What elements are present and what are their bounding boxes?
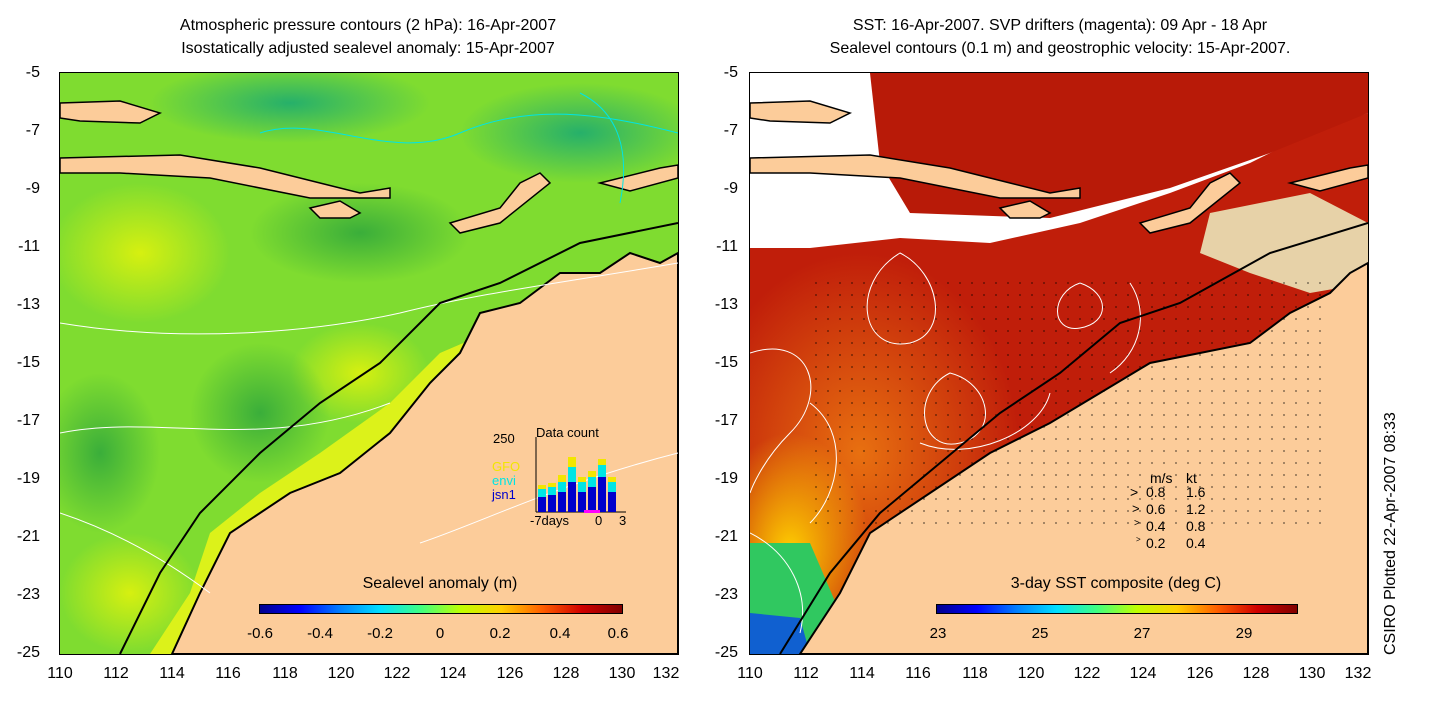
left-map-sla: Data count 250 GFO envi jsn1 -7days 0 3 …	[60, 73, 678, 654]
left-cbar-tick: 0.6	[607, 625, 629, 642]
left-xtick: 130	[608, 665, 636, 682]
vel-legend-kt: 1.6	[1186, 484, 1206, 500]
left-ytick: -11	[18, 238, 40, 255]
inset-title: Data count	[536, 425, 599, 440]
left-cbar-tick: 0.4	[549, 625, 571, 642]
left-xtick: 122	[383, 665, 411, 682]
right-ytick: -25	[714, 644, 738, 661]
right-colorbar	[936, 604, 1298, 614]
right-xtick: 130	[1298, 665, 1326, 682]
left-ytick: -19	[16, 470, 40, 487]
vel-legend-arrow: >	[1132, 501, 1140, 516]
right-ytick: -17	[714, 412, 738, 429]
right-xtick: 124	[1129, 665, 1157, 682]
right-xtick: 112	[793, 665, 819, 682]
left-cbar-tick: -0.4	[307, 625, 333, 642]
inset-xlabel-end: 3	[619, 513, 627, 528]
right-xtick: 126	[1186, 665, 1214, 682]
right-ytick: -5	[723, 64, 738, 81]
left-xtick: 116	[215, 665, 241, 682]
inset-xlabel-zero: 0	[595, 513, 603, 528]
right-xtick: 118	[962, 665, 988, 682]
left-map-frame	[59, 72, 679, 655]
vel-legend-kt-header: kt	[1186, 470, 1197, 486]
right-title-line1: SST: 16-Apr-2007. SVP drifters (magenta)…	[852, 17, 1268, 34]
vel-legend-ms: 0.4	[1146, 518, 1166, 534]
vel-legend-arrow: >	[1136, 535, 1141, 544]
right-cbar-tick: 27	[1133, 625, 1151, 642]
left-xtick: 126	[496, 665, 524, 682]
vel-legend-kt: 0.8	[1186, 518, 1206, 534]
left-ytick: -15	[16, 354, 40, 371]
left-ytick: -13	[16, 296, 40, 313]
left-ytick: -23	[16, 586, 40, 603]
data-count-inset: Data count 250 GFO envi jsn1 -7days 0 3	[490, 423, 678, 533]
left-colorbar-label: Sealevel anomaly (m)	[362, 575, 518, 592]
left-colorbar	[259, 604, 623, 614]
vel-legend-ms-header: m/s	[1150, 470, 1173, 486]
left-ytick: -17	[16, 412, 40, 429]
left-xtick: 114	[159, 665, 185, 682]
left-cbar-tick: 0.2	[489, 625, 511, 642]
inset-xlabel-start: -7days	[530, 513, 570, 528]
right-xtick: 110	[737, 665, 763, 682]
vel-legend-arrow: >	[1130, 484, 1139, 500]
right-xtick: 128	[1242, 665, 1270, 682]
left-cbar-tick: 0	[435, 625, 445, 642]
histogram-bars	[535, 437, 626, 513]
left-xtick: 132	[652, 665, 680, 682]
left-xtick: 110	[47, 665, 73, 682]
right-xtick: 120	[1017, 665, 1045, 682]
left-xtick: 128	[552, 665, 580, 682]
left-ytick: -21	[16, 528, 40, 545]
right-title-line2: Sealevel contours (0.1 m) and geostrophi…	[829, 40, 1291, 57]
left-xtick: 120	[327, 665, 355, 682]
left-cbar-tick: -0.6	[247, 625, 273, 642]
credit-text: CSIRO Plotted 22-Apr-2007 08:33	[1382, 412, 1399, 655]
left-xtick: 112	[103, 665, 129, 682]
legend-gfo: GFO	[492, 459, 521, 474]
vel-legend-ms: 0.2	[1146, 535, 1166, 551]
right-cbar-tick: 23	[929, 625, 947, 642]
right-ytick: -19	[714, 470, 738, 487]
right-ytick: -21	[714, 528, 738, 545]
vel-legend-arrow: >	[1134, 518, 1140, 529]
left-ytick: -25	[16, 644, 40, 661]
right-xtick: 122	[1073, 665, 1101, 682]
left-title-line2: Isostatically adjusted sealevel anomaly:…	[181, 40, 555, 57]
vel-legend-kt: 0.4	[1186, 535, 1206, 551]
vel-legend-kt: 1.2	[1186, 501, 1206, 517]
right-xtick: 114	[849, 665, 875, 682]
left-xtick: 118	[272, 665, 298, 682]
left-ytick: -5	[25, 64, 40, 81]
left-title-line1: Atmospheric pressure contours (2 hPa): 1…	[179, 17, 557, 34]
left-xtick: 124	[439, 665, 467, 682]
right-ytick: -13	[714, 296, 738, 313]
right-ytick: -15	[714, 354, 738, 371]
legend-envi: envi	[492, 473, 516, 488]
right-cbar-tick: 29	[1235, 625, 1253, 642]
vel-legend-ms: 0.6	[1146, 501, 1166, 517]
right-map-frame	[749, 72, 1369, 655]
left-cbar-tick: -0.2	[367, 625, 393, 642]
right-colorbar-label: 3-day SST composite (deg C)	[1010, 575, 1222, 592]
right-xtick: 132	[1344, 665, 1372, 682]
right-map-sst: m/s kt > 0.8 1.6 > 0.6 1.2 > 0.4 0.8 > 0…	[750, 73, 1368, 654]
right-xtick: 116	[905, 665, 931, 682]
right-cbar-tick: 25	[1031, 625, 1049, 642]
right-ytick: -11	[716, 238, 738, 255]
left-ytick: -7	[25, 122, 40, 139]
inset-ymax: 250	[493, 431, 515, 446]
left-ytick: -9	[25, 180, 40, 197]
right-ytick: -23	[714, 586, 738, 603]
legend-jsn1: jsn1	[492, 487, 516, 502]
vel-legend-ms: 0.8	[1146, 484, 1166, 500]
right-ytick: -9	[723, 180, 738, 197]
right-ytick: -7	[723, 122, 738, 139]
